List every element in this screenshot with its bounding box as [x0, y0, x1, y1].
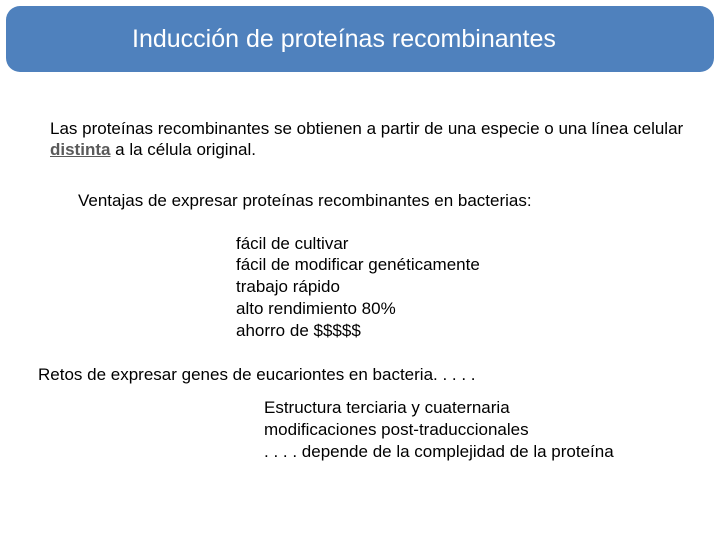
list-item: trabajo rápido [236, 276, 720, 298]
intro-paragraph: Las proteínas recombinantes se obtienen … [50, 118, 696, 161]
list-item: modificaciones post-traduccionales [264, 419, 720, 441]
advantages-list: fácil de cultivar fácil de modificar gen… [236, 233, 720, 342]
list-item: alto rendimiento 80% [236, 298, 720, 320]
advantages-heading: Ventajas de expresar proteínas recombina… [78, 191, 720, 211]
intro-pre: Las proteínas recombinantes se obtienen … [50, 119, 683, 138]
slide-title: Inducción de proteínas recombinantes [132, 25, 556, 54]
list-item: Estructura terciaria y cuaternaria [264, 397, 720, 419]
list-item: ahorro de $$$$$ [236, 320, 720, 342]
challenges-list: Estructura terciaria y cuaternaria modif… [264, 397, 720, 463]
intro-post: a la célula original. [110, 140, 256, 159]
content-area: Las proteínas recombinantes se obtienen … [0, 118, 720, 464]
challenges-heading: Retos de expresar genes de eucariontes e… [38, 365, 720, 385]
title-bar: Inducción de proteínas recombinantes [6, 6, 714, 72]
list-item: fácil de modificar genéticamente [236, 254, 720, 276]
intro-emphasis: distinta [50, 140, 110, 159]
list-item: . . . . depende de la complejidad de la … [264, 441, 720, 463]
list-item: fácil de cultivar [236, 233, 720, 255]
